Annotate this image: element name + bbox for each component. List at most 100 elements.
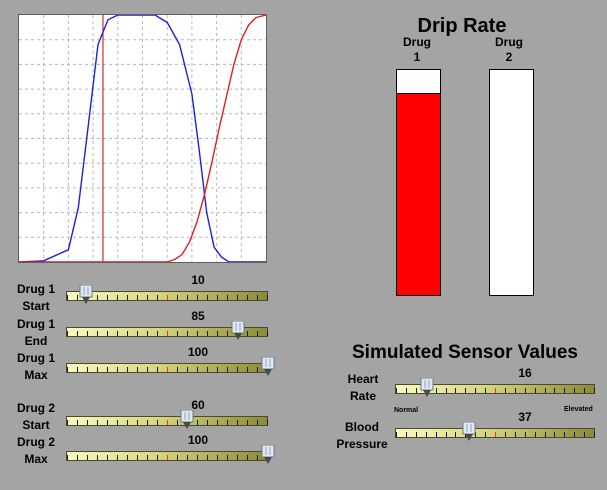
- slider-tick: [594, 388, 595, 393]
- drug1-max-label-line1: Drug 1: [16, 351, 55, 365]
- blood-pressure-slider[interactable]: [395, 421, 595, 454]
- slider-tick: [147, 367, 148, 372]
- slider-tick: [435, 388, 437, 393]
- slider-tick: [117, 295, 118, 300]
- slider-tick: [167, 331, 168, 336]
- blood-pressure-value: 37: [518, 410, 532, 424]
- slider-tick: [237, 455, 238, 460]
- drug2-max-label: Drug 2 Max: [6, 434, 66, 468]
- slider-tick: [67, 331, 68, 336]
- slider-tick: [117, 331, 118, 336]
- drip-rate-title: Drip Rate: [417, 15, 507, 37]
- slider-tick: [67, 295, 68, 300]
- slider-tick: [584, 388, 586, 393]
- slider-tick: [97, 367, 98, 372]
- slider-tick: [257, 367, 258, 372]
- slider-thumb[interactable]: [261, 444, 275, 470]
- slider-tick: [217, 331, 218, 336]
- drug1-drip-label-line2: 1: [413, 50, 421, 64]
- slider-tick: [177, 367, 178, 372]
- drug2-drip-label-line1: Drug: [495, 35, 523, 49]
- slider-tick: [455, 432, 457, 437]
- slider-track[interactable]: [66, 327, 268, 337]
- slider-tick: [227, 295, 228, 300]
- slider-track[interactable]: [66, 451, 268, 461]
- slider-tick: [574, 388, 576, 393]
- slider-track[interactable]: [66, 416, 268, 426]
- slider-tick: [137, 367, 138, 372]
- slider-thumb[interactable]: [180, 409, 194, 435]
- slider-tick: [435, 432, 437, 437]
- slider-tick: [534, 432, 536, 437]
- slider-tick: [187, 367, 188, 372]
- slider-tick: [227, 367, 228, 372]
- slider-tick: [197, 331, 198, 336]
- slider-tick: [77, 331, 78, 336]
- slider-tick: [217, 295, 218, 300]
- slider-tick: [247, 295, 248, 300]
- blood-pressure-label: Blood Pressure: [330, 419, 394, 453]
- slider-tick: [127, 367, 128, 372]
- drug2-max-value: 100: [187, 433, 209, 447]
- drug1-start-label: Drug 1 Start: [6, 281, 66, 315]
- slider-tick: [127, 331, 128, 336]
- drug1-start-value: 10: [191, 273, 205, 287]
- slider-tick: [67, 367, 68, 372]
- slider-track[interactable]: [66, 363, 268, 373]
- slider-thumb[interactable]: [261, 356, 275, 382]
- slider-tick: [237, 367, 238, 372]
- slider-tick: [524, 388, 526, 393]
- slider-tick: [77, 295, 78, 300]
- slider-tick: [217, 420, 218, 425]
- slider-tick: [187, 455, 188, 460]
- drug-profile-chart: [18, 14, 267, 263]
- slider-thumb[interactable]: [462, 421, 476, 447]
- heart-rate-slider[interactable]: [395, 377, 595, 410]
- series-line-drug1: [19, 15, 266, 262]
- slider-tick: [405, 388, 407, 393]
- slider-tick: [485, 432, 487, 437]
- slider-tick: [197, 420, 198, 425]
- slider-tick: [495, 388, 496, 393]
- slider-track[interactable]: [395, 384, 595, 394]
- slider-tick: [257, 455, 258, 460]
- slider-tick: [475, 432, 477, 437]
- slider-tick: [267, 295, 268, 300]
- slider-tick: [187, 331, 188, 336]
- slider-tick: [455, 388, 457, 393]
- heart-rate-label-line1: Heart: [347, 372, 379, 386]
- slider-thumb[interactable]: [79, 284, 93, 310]
- slider-tick: [247, 455, 248, 460]
- slider-tick: [177, 455, 178, 460]
- drug1-max-slider[interactable]: [66, 356, 275, 389]
- slider-tick: [157, 367, 158, 372]
- slider-tick: [415, 432, 417, 437]
- slider-tick: [445, 432, 447, 437]
- slider-tick: [97, 331, 98, 336]
- slider-tick: [177, 420, 178, 425]
- slider-thumb[interactable]: [231, 320, 245, 346]
- slider-tick: [177, 331, 178, 336]
- slider-track[interactable]: [66, 291, 268, 301]
- slider-tick: [396, 388, 397, 393]
- slider-tick: [67, 420, 68, 425]
- drug1-drip-fill: [397, 92, 440, 295]
- slider-tick: [207, 295, 208, 300]
- blood-pressure-label-line1: Blood: [345, 420, 379, 434]
- slider-tick: [207, 331, 208, 336]
- drug2-start-slider[interactable]: [66, 409, 268, 442]
- slider-track[interactable]: [395, 428, 595, 438]
- slider-tick: [137, 331, 138, 336]
- slider-tick: [574, 432, 576, 437]
- slider-tick: [157, 455, 158, 460]
- drug2-max-slider[interactable]: [66, 444, 275, 477]
- drug1-end-slider[interactable]: [66, 320, 268, 353]
- sensor-values-title: Simulated Sensor Values: [352, 342, 578, 363]
- slider-tick: [257, 295, 258, 300]
- slider-thumb[interactable]: [420, 377, 434, 403]
- slider-tick: [177, 295, 178, 300]
- drug1-end-label-line1: Drug 1: [16, 317, 55, 331]
- slider-tick: [87, 420, 88, 425]
- slider-tick: [87, 455, 88, 460]
- drug1-start-slider[interactable]: [66, 284, 268, 317]
